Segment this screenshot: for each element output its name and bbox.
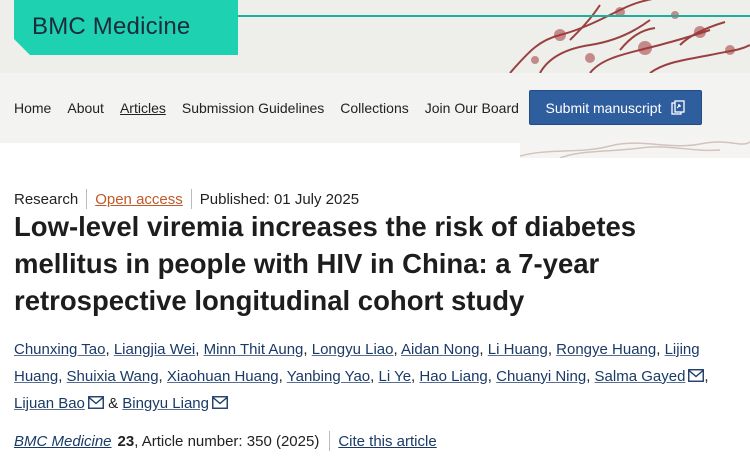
header-banner xyxy=(0,0,750,73)
author-link[interactable]: Salma Gayed xyxy=(594,367,686,385)
author-separator: , xyxy=(586,367,595,385)
author-link[interactable]: Yanbing Yao xyxy=(286,367,371,385)
author-link[interactable]: Aidan Nong xyxy=(401,341,480,358)
main-nav: Home About Articles Submission Guideline… xyxy=(14,100,535,116)
published-date: Published: 01 July 2025 xyxy=(199,190,360,208)
author-separator: , xyxy=(411,367,420,385)
hero-illustration xyxy=(450,0,750,73)
author-link[interactable]: Li Ye xyxy=(378,367,412,385)
nav-submission-guidelines[interactable]: Submission Guidelines xyxy=(181,100,325,116)
citation-line: BMC Medicine 23 , Article number: 350 (2… xyxy=(14,431,437,451)
citation-divider xyxy=(329,431,331,451)
author-link[interactable]: Xiaohuan Huang xyxy=(166,367,279,385)
author-link[interactable]: Chunxing Tao xyxy=(14,341,106,358)
nav-articles[interactable]: Articles xyxy=(119,100,166,116)
article-type: Research xyxy=(14,190,79,208)
author-separator: , xyxy=(58,367,67,385)
open-access-link[interactable]: Open access xyxy=(95,190,183,208)
submit-document-icon xyxy=(671,99,686,115)
email-icon[interactable] xyxy=(212,392,228,419)
author-link[interactable]: Minn Thit Aung xyxy=(203,341,304,358)
nav-home[interactable]: Home xyxy=(14,100,52,116)
author-link[interactable]: Bingyu Liang xyxy=(122,395,209,412)
email-icon[interactable] xyxy=(688,365,705,392)
citation-volume: 23 xyxy=(117,432,135,450)
nav-join-our-board[interactable]: Join Our Board xyxy=(424,100,519,116)
author-separator: , xyxy=(479,341,488,358)
email-icon[interactable] xyxy=(87,392,104,419)
cite-this-article-link[interactable]: Cite this article xyxy=(338,432,437,450)
author-link[interactable]: Lijing Huang xyxy=(14,341,700,385)
meta-divider xyxy=(190,189,192,209)
meta-divider xyxy=(86,189,88,209)
accent-line xyxy=(225,15,750,17)
author-link[interactable]: Lijuan Bao xyxy=(14,395,85,412)
author-separator: , xyxy=(370,367,379,385)
journal-name: BMC Medicine xyxy=(32,13,191,40)
nav-about[interactable]: About xyxy=(67,100,104,116)
author-separator: , xyxy=(303,341,312,358)
author-separator: , xyxy=(158,367,167,385)
article-title: Low-level viremia increases the risk of … xyxy=(14,211,637,316)
author-link[interactable]: Li Huang xyxy=(487,341,548,358)
author-separator: , xyxy=(195,341,204,358)
author-separator: , xyxy=(547,341,557,358)
nav-collections[interactable]: Collections xyxy=(340,100,409,116)
author-separator: , xyxy=(704,367,709,385)
author-link[interactable]: Rongye Huang xyxy=(556,341,657,358)
author-list: Chunxing Tao, Liangjia Wei, Minn Thit Au… xyxy=(14,337,744,419)
citation-journal-link[interactable]: BMC Medicine xyxy=(14,432,112,450)
author-link[interactable]: Hao Liang xyxy=(419,367,488,385)
submit-manuscript-label: Submit manuscript xyxy=(545,99,662,116)
author-link[interactable]: Longyu Liao xyxy=(311,341,394,358)
author-separator: , xyxy=(393,341,402,358)
author-separator: & xyxy=(103,395,123,412)
author-link[interactable]: Shuixia Wang xyxy=(66,367,159,385)
submit-manuscript-button[interactable]: Submit manuscript xyxy=(529,90,702,125)
author-separator: , xyxy=(487,367,497,385)
author-separator: , xyxy=(278,367,287,385)
author-separator: , xyxy=(105,341,114,358)
decorative-banner-strip xyxy=(520,138,750,158)
citation-details: , Article number: 350 (2025) xyxy=(134,432,320,450)
author-separator: , xyxy=(656,341,665,358)
article-meta: Research Open access Published: 01 July … xyxy=(14,189,359,209)
journal-logo[interactable]: BMC Medicine xyxy=(14,0,238,55)
author-link[interactable]: Chuanyi Ning xyxy=(496,367,587,385)
author-link[interactable]: Liangjia Wei xyxy=(113,341,196,358)
